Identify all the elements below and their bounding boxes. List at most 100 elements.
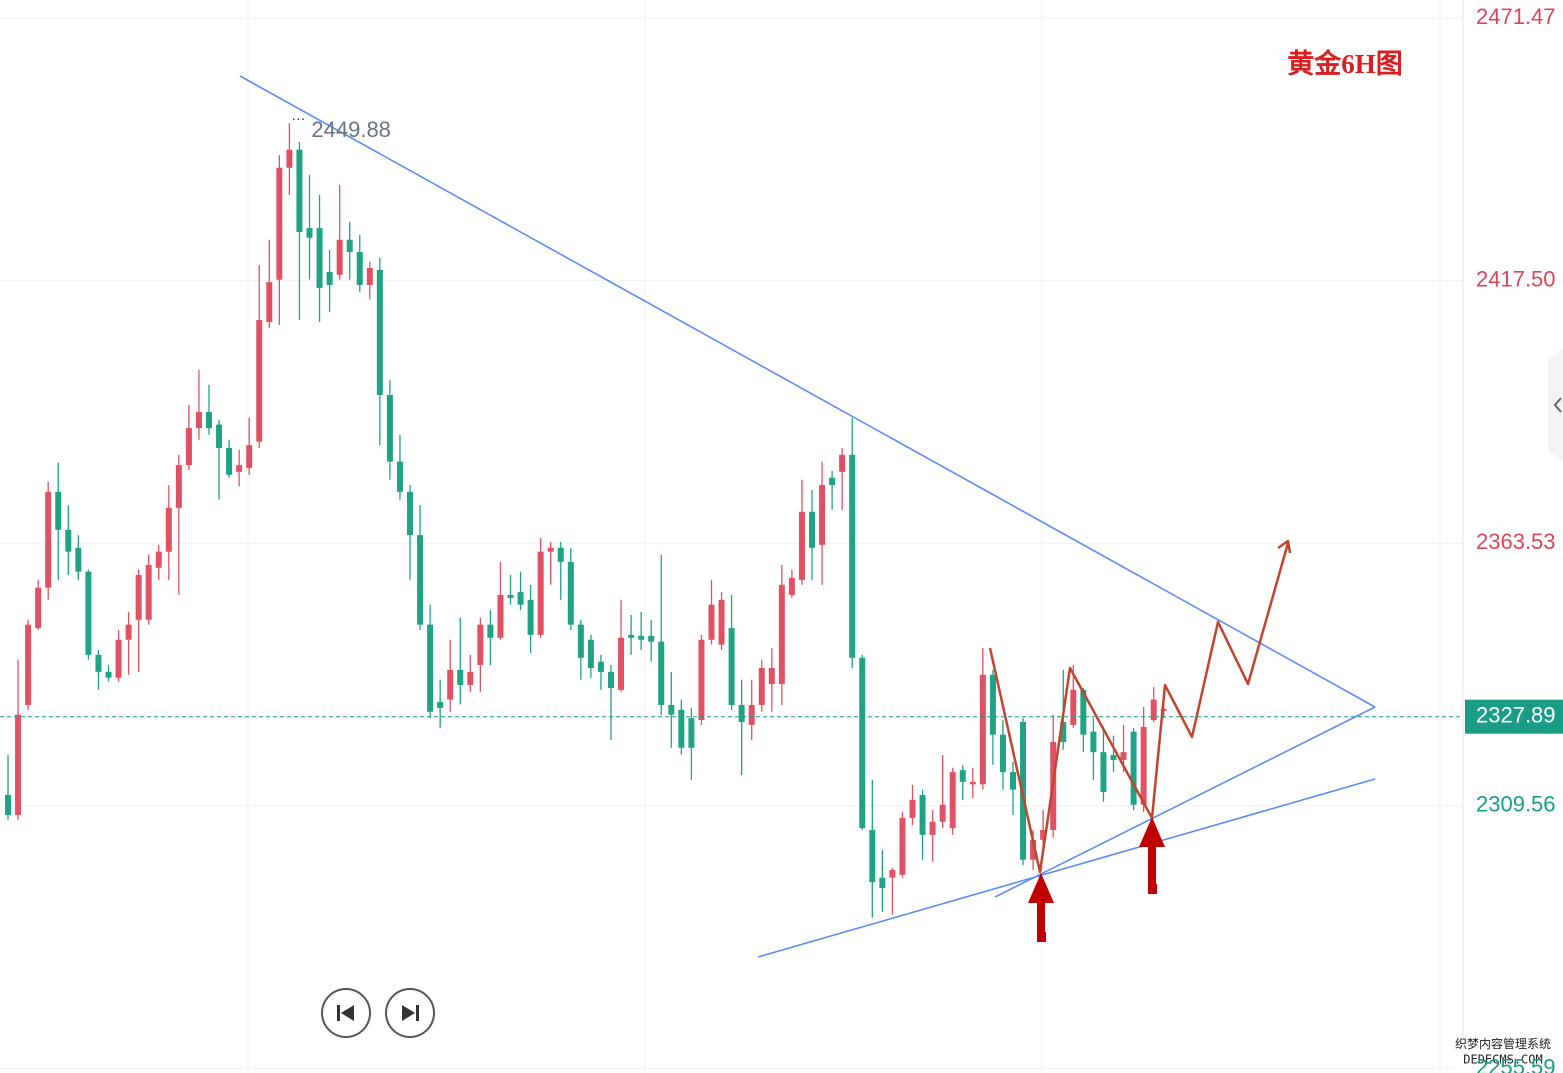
candle-body bbox=[366, 267, 373, 286]
candle-body bbox=[999, 734, 1006, 773]
trend-lines bbox=[239, 75, 1376, 958]
candle-body bbox=[507, 594, 514, 598]
candle-body bbox=[899, 817, 906, 875]
candle-body bbox=[1010, 772, 1016, 790]
chart-title: 黄金6H图 bbox=[1287, 48, 1403, 79]
candle-body bbox=[165, 507, 172, 552]
candle-body bbox=[959, 770, 966, 782]
nav-icon bbox=[402, 1005, 415, 1021]
candle-body bbox=[427, 624, 434, 712]
candle-body bbox=[195, 412, 202, 429]
candle-body bbox=[396, 461, 403, 492]
candle-body bbox=[698, 639, 705, 721]
projection-path bbox=[988, 542, 1290, 874]
watermark: DEDECMS.COM bbox=[1463, 1053, 1542, 1067]
candle-body bbox=[185, 428, 192, 466]
side-tab-icon bbox=[1553, 397, 1562, 413]
nav-next[interactable] bbox=[385, 988, 435, 1038]
candles bbox=[5, 123, 1167, 918]
candle-body bbox=[869, 830, 876, 883]
candle-body bbox=[216, 424, 223, 449]
candle-body bbox=[437, 702, 444, 708]
candle-body bbox=[75, 547, 82, 572]
candle-body bbox=[457, 669, 464, 686]
candle-body bbox=[266, 282, 273, 322]
candle-body bbox=[95, 654, 102, 672]
candle-body bbox=[859, 657, 866, 829]
candle-body bbox=[889, 869, 896, 878]
candle-body bbox=[547, 547, 554, 552]
candle-body bbox=[527, 599, 534, 635]
candle-body bbox=[1090, 731, 1097, 753]
candle-body bbox=[1070, 689, 1077, 725]
y-tick-label: 2417.50 bbox=[1476, 266, 1556, 291]
candle-body bbox=[788, 577, 795, 595]
candle-body bbox=[608, 671, 614, 688]
candle-body bbox=[246, 445, 253, 468]
candle-body bbox=[296, 149, 303, 232]
high-marker: ··· bbox=[291, 110, 305, 126]
candle-body bbox=[125, 624, 132, 640]
high-label: 2449.88 bbox=[311, 117, 391, 142]
candle-body bbox=[1100, 752, 1107, 793]
candle-body bbox=[829, 477, 836, 486]
candle-body bbox=[25, 624, 32, 705]
candle-body bbox=[587, 639, 594, 668]
last-price-label: 2327.89 bbox=[1476, 703, 1556, 728]
candle-body bbox=[45, 491, 52, 588]
candle-body bbox=[748, 704, 755, 725]
candle-body bbox=[798, 511, 805, 580]
candle-body bbox=[969, 781, 976, 785]
candle-body bbox=[688, 718, 695, 748]
nav-icon bbox=[341, 1005, 354, 1021]
candle-body bbox=[105, 671, 112, 678]
candle-body bbox=[386, 394, 393, 462]
y-tick-label: 2471.47 bbox=[1476, 4, 1556, 29]
candle-body bbox=[778, 584, 785, 685]
candle-body bbox=[989, 674, 996, 735]
candle-body bbox=[346, 239, 353, 252]
candle-body bbox=[417, 535, 424, 625]
candle-body bbox=[597, 661, 604, 672]
candle-body bbox=[809, 511, 815, 548]
candle-body bbox=[638, 635, 645, 640]
trend-line bbox=[757, 778, 1376, 958]
candle-body bbox=[1040, 830, 1047, 840]
last-price-box bbox=[1465, 699, 1563, 734]
candle-body bbox=[65, 529, 72, 552]
candle-body bbox=[15, 714, 22, 815]
candle-body bbox=[517, 592, 524, 605]
candle-body bbox=[909, 799, 916, 818]
arrow-base bbox=[1037, 932, 1046, 942]
candle-body bbox=[718, 599, 725, 645]
candle-body bbox=[316, 228, 323, 288]
arrow-base bbox=[1148, 884, 1157, 894]
candle-body bbox=[145, 564, 152, 620]
up-arrow bbox=[1139, 817, 1165, 888]
candle-body bbox=[155, 551, 162, 568]
candle-body bbox=[376, 269, 383, 395]
candle-body bbox=[618, 637, 625, 690]
candle-body bbox=[708, 604, 715, 640]
candle-body bbox=[175, 465, 182, 508]
nav-icon bbox=[337, 1005, 340, 1021]
projection-arrowhead bbox=[1277, 539, 1292, 554]
candle-body bbox=[55, 491, 62, 530]
candle-body bbox=[5, 794, 11, 815]
up-arrows bbox=[1028, 817, 1165, 942]
candle-body bbox=[206, 412, 212, 429]
candle-body bbox=[447, 669, 454, 700]
candle-body bbox=[557, 547, 564, 562]
y-tick-label: 2363.53 bbox=[1476, 529, 1556, 554]
candle-body bbox=[135, 575, 142, 620]
nav-prev[interactable] bbox=[321, 988, 371, 1038]
candle-body bbox=[537, 551, 544, 635]
overlay: 2327.89 ··· 2449.88 bbox=[0, 110, 1563, 734]
candle-body bbox=[879, 877, 886, 888]
candle-body bbox=[1120, 752, 1127, 760]
candle-body bbox=[949, 772, 956, 829]
candle-body bbox=[849, 454, 856, 658]
grid bbox=[0, 17, 1463, 1070]
projection bbox=[988, 539, 1292, 874]
watermark: 织梦内容管理系统 bbox=[1455, 1036, 1551, 1051]
